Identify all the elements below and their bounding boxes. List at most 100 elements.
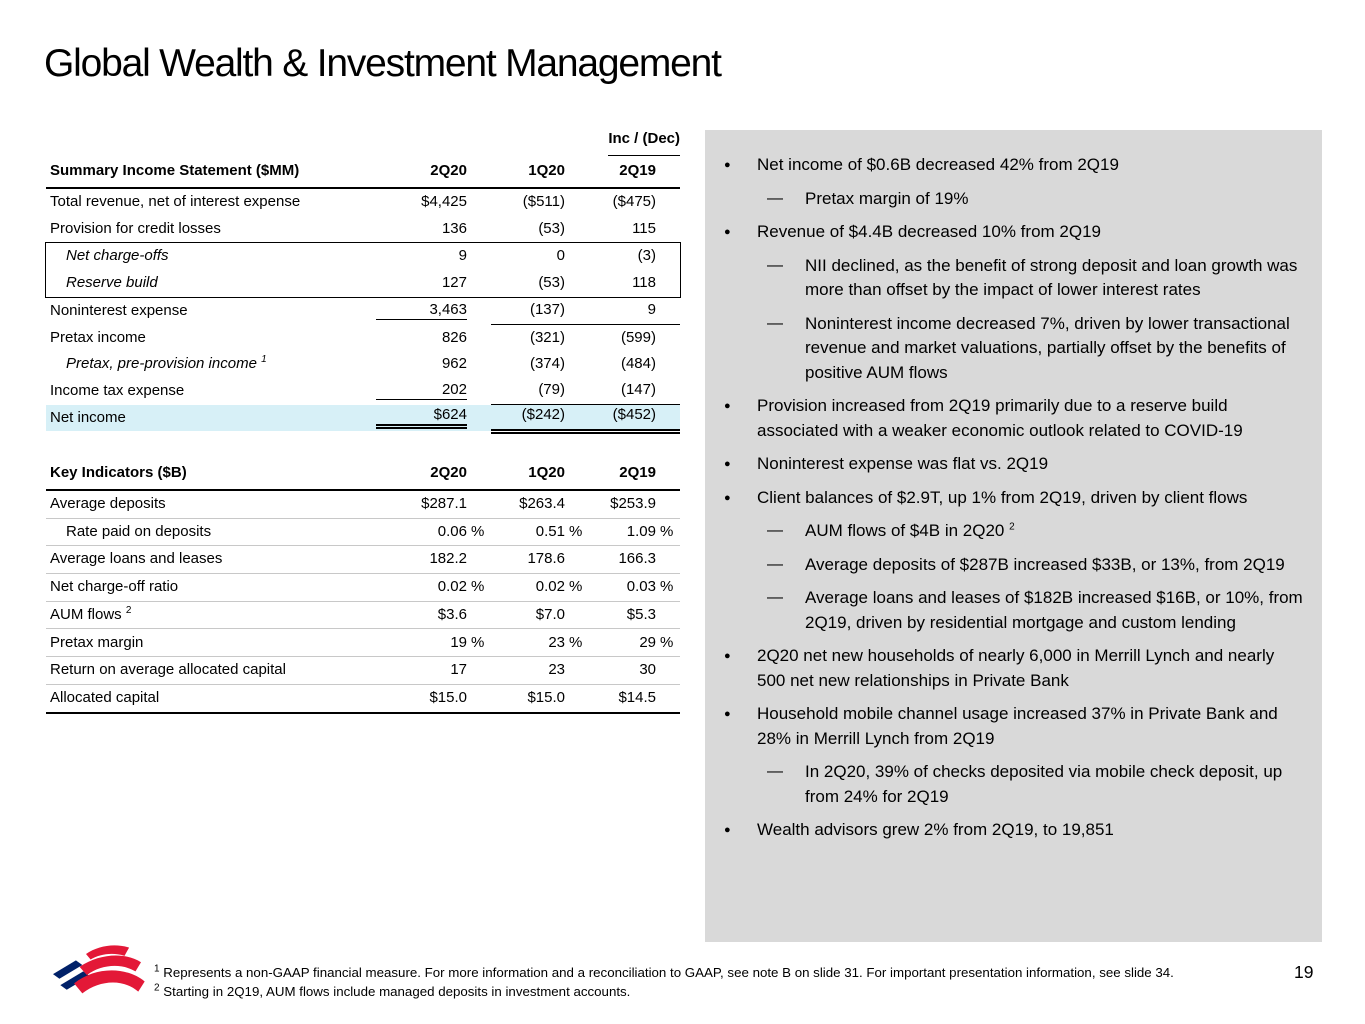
table-row: Net charge-offs 9 0 (3): [46, 243, 680, 270]
cell-2q20: 202: [376, 382, 467, 400]
key-indicators-table: Key Indicators ($B) 2Q20 1Q20 2Q19 Avera…: [46, 458, 680, 714]
page-number: 19: [1294, 962, 1314, 982]
row-label: Noninterest expense: [50, 301, 188, 319]
cell-1q20: (53): [538, 274, 565, 292]
bullet-text: Average deposits of $287B increased $33B…: [805, 554, 1285, 574]
cell-2q19: (3): [637, 247, 656, 265]
table-row: Pretax income 826 (321) (599): [46, 324, 680, 351]
cell-2q20: 826: [441, 328, 467, 346]
table-row: Pretax margin 19% 23% 29%: [46, 629, 680, 658]
table-row: Pretax, pre-provision income 1 962 (374) (4…: [46, 351, 680, 378]
sub-bullet-item: — In 2Q20, 39% of checks deposited via mo…: [767, 760, 1306, 809]
pct-2q19: %: [660, 522, 674, 540]
table-row: Average loans and leases 182.2 178.6 166.3: [46, 546, 680, 575]
cell-2q19: 118: [632, 274, 656, 292]
bullet-item: ● Client balances of $2.9T, up 1% from 2Q…: [722, 486, 1306, 511]
cell-group-inc-dec: (53) 118: [491, 270, 680, 297]
cell-2q20: $624: [376, 407, 467, 429]
cell-1q20: (79): [538, 381, 565, 399]
cell-1q20: ($511): [522, 193, 565, 211]
column-header-2q20: 2Q20: [430, 464, 467, 482]
footnotes: 1 Represents a non-GAAP financial measur…: [154, 963, 1254, 1001]
bullet-text: Pretax margin of 19%: [805, 188, 969, 208]
row-label: Return on average allocated capital: [50, 661, 286, 679]
dash-icon: —: [767, 589, 783, 606]
cell-1q20: (321): [529, 328, 565, 346]
footnote: 2 Starting in 2Q19, AUM flows include ma…: [154, 982, 631, 999]
table-row: Income tax expense 202 (79) (147): [46, 378, 680, 405]
cell-group-inc-dec: (321) (599): [491, 324, 680, 351]
row-label: Pretax income: [50, 328, 146, 346]
sub-bullet-item: — Average loans and leases of $182B incre…: [767, 586, 1306, 635]
table-row: Allocated capital $15.0 $15.0 $14.5: [46, 685, 680, 714]
cell-2q19: $5.3: [626, 605, 656, 623]
table-row: Provision for credit losses 136 (53) 115: [46, 216, 680, 243]
footnote-ref: 2: [1009, 521, 1015, 533]
cell-1q20: 0.51: [535, 522, 565, 540]
bullet-item: ● Provision increased from 2Q19 primarily…: [722, 394, 1306, 443]
footnote-marker: 2: [154, 982, 160, 994]
cell-2q19: 115: [632, 219, 656, 237]
key-indicators-header-row: Key Indicators ($B) 2Q20 1Q20 2Q19: [46, 458, 680, 491]
dash-icon: —: [767, 522, 783, 539]
table-row: Net income $624 ($242) ($452): [46, 404, 680, 434]
bullet-dot-icon: ●: [724, 458, 731, 470]
bullet-text: Client balances of $2.9T, up 1% from 2Q1…: [757, 487, 1248, 507]
bullet-text: Noninterest income decreased 7%, driven …: [805, 313, 1290, 382]
cell-2q19: 9: [647, 301, 656, 319]
column-header-2q20: 2Q20: [430, 162, 467, 180]
cell-2q20: $4,425: [421, 193, 467, 211]
cell-2q19: ($452): [612, 406, 656, 424]
pct-1q20: %: [569, 578, 583, 596]
bullet-dot-icon: ●: [724, 650, 731, 662]
cell-group-inc-dec: 0 (3): [491, 243, 680, 270]
key-indicators-body: Average deposits $287.1 $263.4 $253.9 Rate p…: [46, 491, 680, 714]
cell-1q20: (53): [538, 219, 565, 237]
cell-2q19: 29: [639, 633, 656, 651]
cell-1q20: $7.0: [535, 605, 565, 623]
bullet-item: ● 2Q20 net new households of nearly 6,000…: [722, 644, 1306, 693]
income-statement-title: Summary Income Statement ($MM): [50, 162, 300, 180]
row-label: Net income: [50, 408, 126, 426]
bullet-item: ● Household mobile channel usage increase…: [722, 702, 1306, 751]
dash-icon: —: [767, 189, 783, 207]
cell-2q20: 17: [450, 661, 467, 679]
cell-2q19: (484): [620, 355, 656, 373]
bank-of-america-logo: [53, 945, 145, 994]
cell-2q20: $3.6: [437, 605, 467, 623]
pct-2q19: %: [660, 633, 674, 651]
bullet-text: Revenue of $4.4B decreased 10% from 2Q19: [757, 222, 1101, 241]
key-indicators-title: Key Indicators ($B): [50, 464, 187, 482]
row-label: Provision for credit losses: [50, 219, 221, 237]
cell-1q20: (374): [529, 355, 565, 373]
row-label: Rate paid on deposits: [66, 522, 212, 540]
table-row: Reserve build 127 (53) 118: [46, 270, 680, 297]
cell-1q20: 23: [548, 633, 565, 651]
cell-2q19: 0.03: [626, 578, 656, 596]
dash-icon: —: [767, 256, 783, 274]
cell-2q20: 136: [441, 219, 467, 237]
pct-2q20: %: [471, 578, 485, 596]
dash-icon: —: [767, 555, 783, 573]
column-header-2q19: 2Q19: [619, 162, 656, 180]
table-row: Rate paid on deposits 0.06% 0.51% 1.09%: [46, 519, 680, 547]
cell-2q20: 9: [458, 247, 467, 265]
row-label: Net charge-off ratio: [50, 578, 179, 596]
bullet-dot-icon: ●: [724, 226, 731, 238]
cell-2q20: $15.0: [429, 688, 467, 706]
bullet-text: 2Q20 net new households of nearly 6,000 …: [757, 646, 1275, 690]
cell-1q20: (137): [529, 301, 565, 319]
row-label: Average loans and leases: [50, 550, 223, 568]
bullet-item: ● Noninterest expense was flat vs. 2Q19: [722, 452, 1306, 477]
row-label: Pretax, pre-provision income 1: [66, 354, 267, 373]
table-row: Return on average allocated capital 17 23 3…: [46, 657, 680, 685]
cell-1q20: 0.02: [535, 578, 565, 596]
bullet-dot-icon: ●: [724, 708, 731, 720]
sub-bullet-item: — Noninterest income decreased 7%, driven…: [767, 312, 1306, 386]
bullet-text: Household mobile channel usage increased…: [757, 704, 1278, 748]
table-row: Net charge-off ratio 0.02% 0.02% 0.03%: [46, 574, 680, 602]
pct-2q19: %: [660, 578, 674, 596]
cell-2q20: 0.06: [437, 522, 467, 540]
cell-1q20: 23: [548, 661, 565, 679]
row-label: Income tax expense: [50, 381, 185, 399]
